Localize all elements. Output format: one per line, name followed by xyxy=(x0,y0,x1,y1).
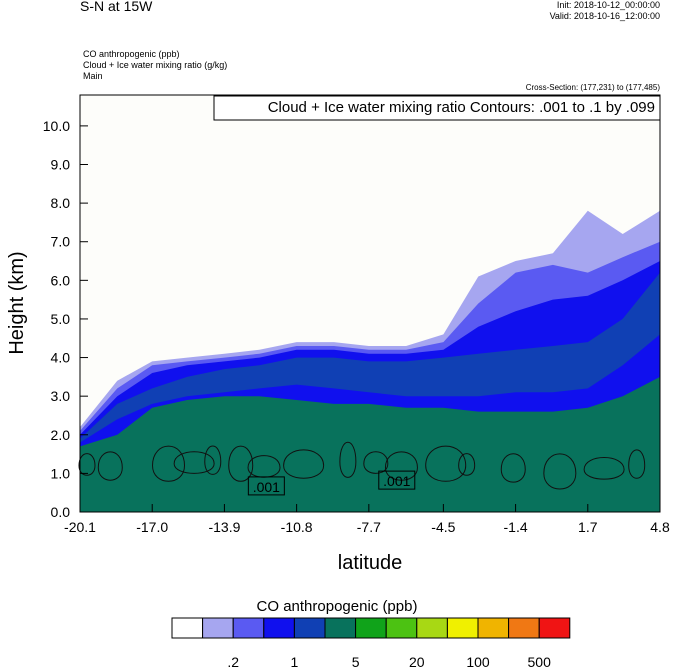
y-axis-label: Height (km) xyxy=(6,251,28,354)
colorbar-tick-label: 500 xyxy=(528,654,552,668)
valid-time: Valid: 2018-10-16_12:00:00 xyxy=(549,11,660,21)
contour-label: .001 xyxy=(383,473,410,489)
y-tick-label: 1.0 xyxy=(51,465,71,481)
x-tick-label: -17.0 xyxy=(136,519,168,535)
cloud-contour-loop xyxy=(543,453,577,490)
cloud-contour-loop xyxy=(152,445,186,482)
x-tick-label: -7.7 xyxy=(357,519,381,535)
y-tick-label: 6.0 xyxy=(51,272,71,288)
y-tick-label: 5.0 xyxy=(51,311,71,327)
colorbar-swatch xyxy=(202,617,234,639)
x-tick-label: -4.5 xyxy=(431,519,455,535)
y-tick-label: 0.0 xyxy=(51,504,71,520)
colorbar-title: CO anthropogenic (ppb) xyxy=(256,598,418,615)
axes: -20.1 -17.0 -13.9 -10.8 -7.7 -4.5 -1.4 1.7 4.8 0.… xyxy=(43,118,670,535)
colorbar-swatch xyxy=(385,617,418,639)
colorbar-swatch xyxy=(293,617,326,639)
colorbar-swatch xyxy=(232,617,265,639)
init-time: Init: 2018-10-12_00:00:00 xyxy=(556,0,660,10)
y-tick-label: 4.0 xyxy=(51,350,71,366)
cloud-contour-loop xyxy=(283,449,325,479)
cloud-contour-loop xyxy=(458,453,476,476)
contour-label-box xyxy=(378,470,416,490)
colorbar-tick-label: 5 xyxy=(352,654,360,668)
colorbar-tick-label: 100 xyxy=(466,654,490,668)
field-cloud: Cloud + Ice water mixing ratio (g/kg) xyxy=(83,60,228,70)
x-tick-label: 1.7 xyxy=(578,519,598,535)
cloud-contour-loop xyxy=(583,457,625,480)
colorbar-swatch xyxy=(324,617,357,639)
colorbar-tick-label: .2 xyxy=(227,654,239,668)
cloud-contour-loop xyxy=(97,451,123,481)
contour-label: .001 xyxy=(253,479,280,495)
x-tick-label: -10.8 xyxy=(281,519,313,535)
colorbar-swatch xyxy=(171,617,204,639)
co-band-5 xyxy=(80,376,660,512)
cloud-contour-loop xyxy=(228,445,254,482)
cloud-contour-loop xyxy=(384,451,418,481)
cross-section-label: Cross-Section: (177,231) to (177,485) xyxy=(525,83,660,92)
colorbar-tick-label: 20 xyxy=(409,654,425,668)
colorbar-swatch xyxy=(416,617,448,639)
colorbar-swatch xyxy=(477,617,510,639)
y-tick-label: 9.0 xyxy=(51,157,71,173)
x-tick-label: 4.8 xyxy=(650,519,670,535)
plot-title: S-N at 15W xyxy=(80,0,153,14)
cloud-contour-loop xyxy=(500,453,526,483)
colorbar-tick-label: 1 xyxy=(291,654,299,668)
cloud-contour-loop xyxy=(628,449,646,479)
x-tick-label: -20.1 xyxy=(64,519,96,535)
cloud-contour-loop xyxy=(363,451,389,474)
x-tick-label: -13.9 xyxy=(208,519,240,535)
colorbar-swatch xyxy=(263,617,295,639)
colorbar-swatch xyxy=(446,617,479,639)
colorbar-swatch xyxy=(538,617,571,639)
colorbar-swatch xyxy=(508,617,540,639)
plot-frame xyxy=(79,94,661,513)
cloud-contour-loop xyxy=(173,451,215,474)
y-tick-label: 7.0 xyxy=(51,234,71,250)
y-tick-label: 2.0 xyxy=(51,427,71,443)
cloud-contour-loop xyxy=(204,445,222,475)
x-axis-label: latitude xyxy=(338,552,403,574)
field-co: CO anthropogenic (ppb) xyxy=(83,49,180,59)
colorbar-swatch xyxy=(355,617,387,639)
x-tick-label: -1.4 xyxy=(504,519,528,535)
contour-info-box: Cloud + Ice water mixing ratio Contours:… xyxy=(213,95,661,121)
y-tick-label: 8.0 xyxy=(51,195,71,211)
field-description: CO anthropogenic (ppb) Cloud + Ice water… xyxy=(83,49,227,82)
cloud-contour-loop xyxy=(425,445,467,482)
y-tick-label: 3.0 xyxy=(51,388,71,404)
colorbar: .2 1 5 20 100 500 xyxy=(171,617,571,668)
cloud-contours: .001 .001 xyxy=(78,442,646,496)
time-info: Init: 2018-10-12_00:00:00 Valid: 2018-10… xyxy=(550,0,660,22)
y-tick-label: 10.0 xyxy=(43,118,70,134)
field-main: Main xyxy=(83,71,103,81)
cloud-contour-loop xyxy=(339,442,357,478)
cloud-contour-loop xyxy=(247,455,281,478)
co-field xyxy=(80,95,660,513)
contour-info-text: Cloud + Ice water mixing ratio Contours:… xyxy=(268,99,655,116)
contour-label-box xyxy=(247,476,285,496)
